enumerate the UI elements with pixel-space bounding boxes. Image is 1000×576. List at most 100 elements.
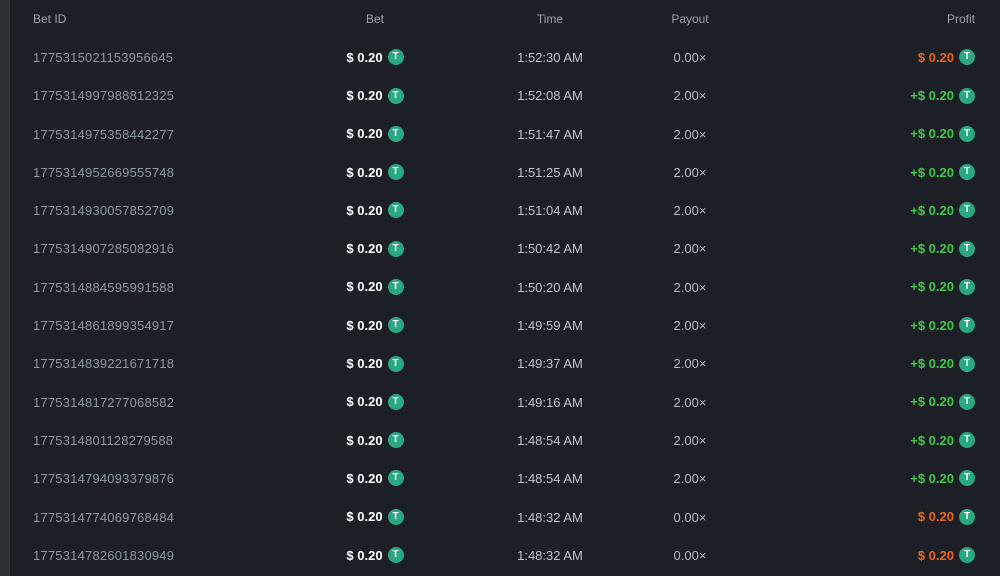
bet-id-link[interactable]: 1775314952669555748 <box>33 164 175 180</box>
bet-amount-cell: $ 0.20 T <box>300 279 450 295</box>
bet-profit: +$ 0.20 <box>910 164 954 180</box>
table-row: 1775314861899354917 $ 0.20 T 1:49:59 AM 2… <box>10 306 1000 344</box>
bet-amount: $ 0.20 <box>346 87 383 103</box>
table-row: 1775314774069768484 $ 0.20 T 1:48:32 AM 0… <box>10 498 1000 536</box>
bet-amount: $ 0.20 <box>346 49 383 65</box>
bet-payout-multiplier: 2.00× <box>673 356 707 372</box>
bet-profit: +$ 0.20 <box>910 241 954 257</box>
bet-amount: $ 0.20 <box>346 547 383 563</box>
bet-time: 1:51:25 AM <box>517 164 583 180</box>
tether-icon: T <box>959 49 975 66</box>
bet-amount-cell: $ 0.20 T <box>300 125 450 142</box>
bet-id-link[interactable]: 1775314997988812325 <box>33 88 175 104</box>
bet-profit: +$ 0.20 <box>910 202 954 218</box>
bet-profit: +$ 0.20 <box>910 432 954 448</box>
tether-icon: T <box>387 432 404 449</box>
tether-icon: T <box>387 470 404 487</box>
table-row: 1775314801128279588 $ 0.20 T 1:48:54 AM 2… <box>10 421 1000 459</box>
table-row: 1775314839221671718 $ 0.20 T 1:49:37 AM 2… <box>10 345 1000 383</box>
table-row: 1775314884595991588 $ 0.20 T 1:50:20 AM 2… <box>10 268 1000 306</box>
tether-icon: T <box>387 279 404 295</box>
bet-amount-cell: $ 0.20 T <box>300 547 450 564</box>
tether-icon: T <box>959 202 975 219</box>
bet-payout-multiplier: 2.00× <box>673 318 707 334</box>
bet-profit: $ 0.20 <box>917 547 954 563</box>
bet-profit-cell: +$ 0.20 T <box>730 317 1000 334</box>
bet-payout-multiplier: 0.00× <box>673 49 707 65</box>
tether-icon: T <box>387 240 404 257</box>
bet-profit-cell: $ 0.20 T <box>730 547 1000 564</box>
bet-amount-cell: $ 0.20 T <box>300 240 450 257</box>
bet-payout-multiplier: 2.00× <box>673 432 707 448</box>
bet-time: 1:52:30 AM <box>517 49 583 65</box>
bet-id-link[interactable]: 1775314839221671718 <box>33 356 175 372</box>
bet-profit: +$ 0.20 <box>910 356 954 372</box>
bet-id-link[interactable]: 1775314817277068582 <box>33 394 175 410</box>
bet-id-link[interactable]: 1775314801128279588 <box>33 432 174 448</box>
bet-profit-cell: +$ 0.20 T <box>730 470 1000 487</box>
bet-profit: +$ 0.20 <box>910 126 954 142</box>
table-row: 1775314794093379876 $ 0.20 T 1:48:54 AM 2… <box>10 460 1000 498</box>
bet-payout-multiplier: 0.00× <box>673 547 707 563</box>
bet-amount: $ 0.20 <box>346 126 383 142</box>
bet-profit: +$ 0.20 <box>910 279 954 295</box>
bet-id-link[interactable]: 1775314774069768484 <box>33 509 175 525</box>
bet-id-link[interactable]: 1775314884595991588 <box>33 279 175 295</box>
bet-profit-cell: +$ 0.20 T <box>730 393 1000 410</box>
bet-time: 1:49:37 AM <box>517 356 583 372</box>
bet-amount: $ 0.20 <box>346 164 383 180</box>
bet-amount-cell: $ 0.20 T <box>300 508 450 525</box>
bet-profit: $ 0.20 <box>917 509 954 525</box>
bet-payout-multiplier: 2.00× <box>673 394 707 410</box>
bet-amount: $ 0.20 <box>346 279 383 295</box>
bet-payout-multiplier: 2.00× <box>673 471 707 487</box>
tether-icon: T <box>959 240 975 257</box>
table-row: 1775314782601830949 $ 0.20 T 1:48:32 AM 0… <box>10 536 1000 574</box>
bet-profit: +$ 0.20 <box>910 394 954 410</box>
column-header-bet: Bet <box>365 12 384 27</box>
bet-profit-cell: +$ 0.20 T <box>730 202 1000 219</box>
tether-icon: T <box>387 508 404 525</box>
bet-id-link[interactable]: 1775314907285082916 <box>33 241 175 257</box>
column-header-profit: Profit <box>946 12 975 27</box>
table-row: 1775314930057852709 $ 0.20 T 1:51:04 AM 2… <box>10 191 1000 229</box>
bet-time: 1:50:42 AM <box>517 241 583 257</box>
bet-id-link[interactable]: 1775314930057852709 <box>33 203 175 219</box>
bet-profit: $ 0.20 <box>917 49 954 65</box>
bet-id-link[interactable]: 1775314975358442277 <box>33 126 175 142</box>
tether-icon: T <box>959 164 975 181</box>
bet-profit: +$ 0.20 <box>910 470 954 486</box>
tether-icon: T <box>959 547 975 564</box>
bet-payout-multiplier: 2.00× <box>673 279 707 295</box>
tether-icon: T <box>387 393 404 410</box>
bet-id-link[interactable]: 1775314782601830949 <box>33 547 175 563</box>
column-header-time: Time <box>536 12 564 27</box>
bet-profit-cell: +$ 0.20 T <box>730 125 1000 142</box>
table-row: 1775314975358442277 $ 0.20 T 1:51:47 AM 2… <box>10 115 1000 153</box>
bet-payout-multiplier: 2.00× <box>673 126 707 142</box>
bet-payout-multiplier: 0.00× <box>673 509 707 525</box>
bet-profit-cell: +$ 0.20 T <box>730 279 1000 295</box>
bet-id-link[interactable]: 1775314794093379876 <box>33 471 175 487</box>
bet-id-link[interactable]: 1775314861899354917 <box>33 318 175 334</box>
bet-id-link[interactable]: 1775315021153956645 <box>33 49 174 65</box>
bet-amount: $ 0.20 <box>346 317 383 333</box>
page-left-edge <box>0 0 10 576</box>
tether-icon: T <box>959 470 975 487</box>
table-header-row: Bet ID Bet Time Payout Profit <box>10 0 1000 38</box>
table-row: 1775314997988812325 $ 0.20 T 1:52:08 AM 2… <box>10 77 1000 115</box>
column-header-bet-id: Bet ID <box>33 12 67 27</box>
bet-amount: $ 0.20 <box>346 470 383 486</box>
bet-time: 1:51:47 AM <box>517 126 583 142</box>
bet-amount-cell: $ 0.20 T <box>300 393 450 410</box>
bet-time: 1:49:16 AM <box>517 394 583 410</box>
bet-time: 1:48:32 AM <box>517 547 583 563</box>
bet-payout-multiplier: 2.00× <box>673 241 707 257</box>
bet-payout-multiplier: 2.00× <box>673 88 707 104</box>
bet-payout-multiplier: 2.00× <box>673 164 707 180</box>
tether-icon: T <box>959 508 975 525</box>
tether-icon: T <box>959 317 975 334</box>
bet-amount: $ 0.20 <box>346 394 383 410</box>
bet-profit-cell: +$ 0.20 T <box>730 432 1000 449</box>
tether-icon: T <box>387 547 404 564</box>
